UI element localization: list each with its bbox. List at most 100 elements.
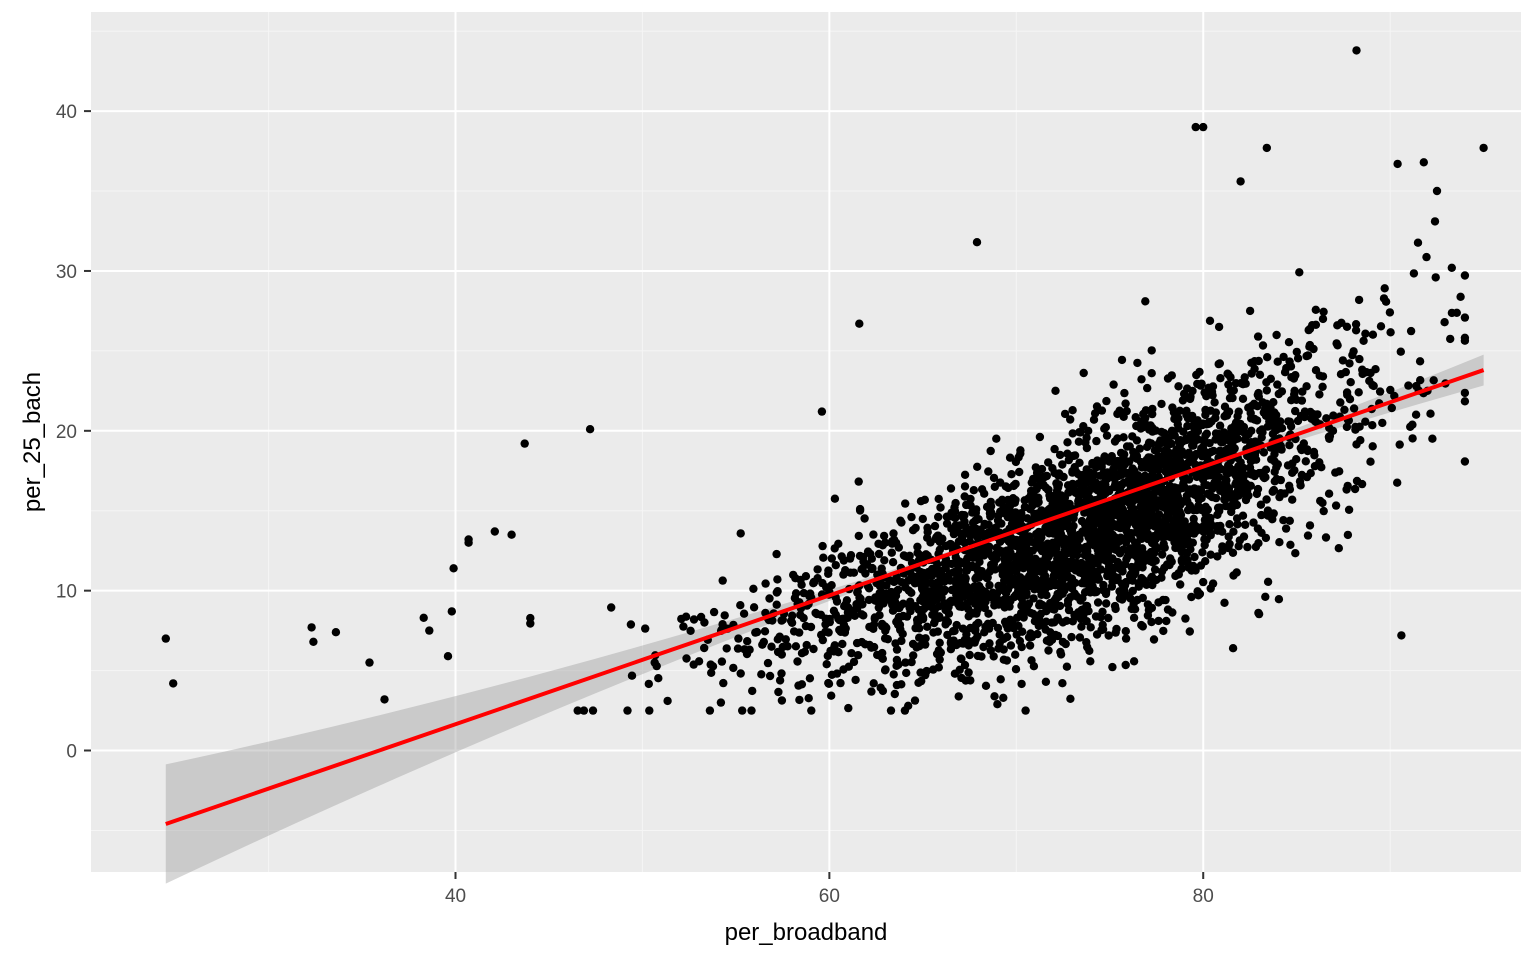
data-point [801, 572, 811, 581]
data-point [1087, 571, 1096, 580]
data-point [869, 679, 878, 688]
data-point [1035, 599, 1045, 608]
data-point [1033, 629, 1042, 639]
data-point [1290, 386, 1299, 395]
data-point [993, 623, 1003, 633]
y-tick-label: 40 [56, 102, 77, 123]
data-point [1236, 177, 1245, 186]
data-point [1119, 433, 1128, 442]
data-point [1430, 217, 1440, 226]
data-point [1118, 567, 1127, 576]
data-point [1285, 441, 1294, 450]
data-point [1412, 381, 1421, 391]
data-point [425, 626, 434, 635]
data-point [1188, 411, 1197, 421]
data-point [1096, 565, 1106, 574]
data-point [972, 572, 981, 582]
data-point [1133, 553, 1142, 563]
data-point [989, 560, 998, 569]
data-point [1017, 679, 1026, 689]
data-point [827, 554, 836, 563]
data-point [1146, 463, 1156, 472]
data-point [1021, 607, 1030, 616]
data-point [464, 538, 473, 547]
data-point [745, 645, 754, 654]
data-point [1460, 388, 1470, 398]
data-point [980, 591, 989, 601]
data-point [1247, 426, 1256, 435]
data-point [1191, 122, 1200, 132]
data-point [1379, 294, 1389, 303]
data-point [1053, 615, 1063, 624]
data-point [1121, 627, 1131, 636]
data-point [1190, 437, 1199, 447]
data-point [1253, 390, 1263, 399]
data-point [1371, 365, 1380, 374]
data-point [971, 625, 980, 634]
data-point [1001, 558, 1010, 568]
data-point [1054, 469, 1064, 478]
data-point [981, 681, 991, 690]
data-point [1218, 438, 1227, 447]
data-point [1090, 409, 1100, 418]
data-point [1108, 662, 1117, 672]
data-point [855, 551, 865, 561]
data-point [1080, 476, 1090, 486]
data-point [1375, 387, 1385, 396]
data-point [1290, 466, 1299, 475]
data-point [1035, 432, 1045, 442]
data-point [1027, 478, 1037, 487]
data-point [1288, 495, 1297, 504]
data-point [1263, 577, 1273, 586]
data-point [1079, 545, 1088, 554]
data-point [888, 558, 898, 567]
data-point [1176, 510, 1186, 520]
data-point [1117, 355, 1127, 365]
data-point [365, 658, 374, 667]
data-point [1416, 376, 1425, 385]
data-point [936, 503, 945, 512]
data-point [1059, 504, 1068, 513]
data-point [1136, 508, 1146, 517]
data-point [1183, 384, 1192, 393]
data-point [1058, 460, 1067, 469]
data-point [1393, 478, 1402, 487]
data-point [1220, 412, 1229, 421]
data-point [985, 581, 994, 590]
data-point [1170, 524, 1180, 534]
data-point [1275, 538, 1284, 547]
data-point [1068, 406, 1077, 415]
data-point [968, 508, 977, 517]
data-point [1100, 424, 1109, 433]
minor-gridlines [91, 12, 1521, 872]
data-point [1099, 468, 1109, 478]
data-point [972, 609, 981, 618]
data-point [891, 591, 901, 600]
data-point [901, 499, 910, 508]
data-point [1190, 552, 1199, 562]
data-point [1256, 500, 1266, 509]
data-point [1129, 599, 1138, 609]
data-point [994, 581, 1003, 591]
data-point [1198, 548, 1207, 557]
data-point [874, 539, 883, 548]
data-point [1269, 485, 1279, 495]
data-point [895, 603, 904, 613]
data-point [1350, 484, 1360, 494]
data-point [1113, 409, 1122, 419]
data-point [1147, 346, 1156, 355]
data-point [934, 512, 943, 522]
data-point [970, 563, 979, 572]
data-point [1121, 538, 1131, 547]
data-point [1241, 520, 1250, 529]
data-point [1068, 429, 1077, 438]
data-point [623, 706, 632, 715]
data-point [1286, 540, 1295, 549]
data-point [1348, 350, 1357, 360]
data-point [921, 634, 930, 643]
data-point [949, 542, 959, 551]
data-point [1426, 409, 1435, 418]
data-point [778, 615, 787, 624]
data-point [1000, 576, 1009, 585]
data-point [1368, 442, 1377, 451]
